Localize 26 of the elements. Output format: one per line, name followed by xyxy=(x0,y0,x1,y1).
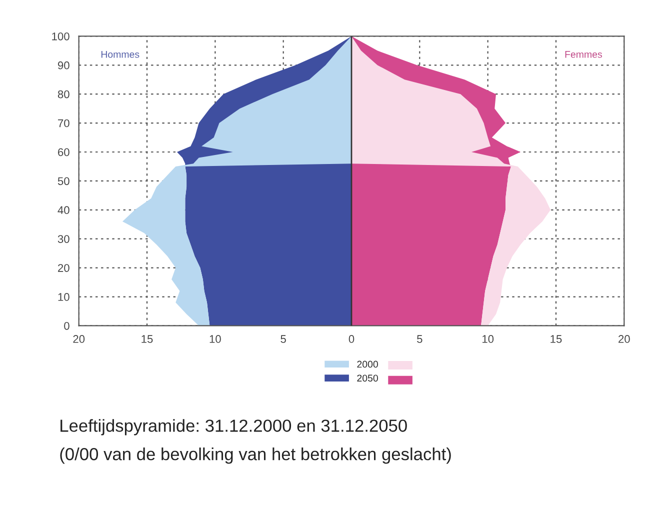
annotation: Femmes xyxy=(565,51,602,58)
y-tick-label: 10 xyxy=(58,293,70,301)
y-tick-label: 100 xyxy=(52,32,70,40)
x-tick-label: 20 xyxy=(73,335,85,343)
legend-label: 2050 xyxy=(357,374,378,382)
x-tick-label: 15 xyxy=(550,335,562,343)
annotation: Hommes xyxy=(101,51,140,58)
x-tick-label: 10 xyxy=(482,335,494,343)
y-tick-label: 20 xyxy=(58,264,70,272)
y-tick-label: 60 xyxy=(58,148,70,156)
x-tick-label: 5 xyxy=(417,335,422,343)
x-tick-label: 20 xyxy=(618,335,630,343)
y-tick-label: 70 xyxy=(58,119,70,128)
y-tick-label: 50 xyxy=(58,177,70,186)
x-tick-label: 0 xyxy=(348,335,354,343)
legend-label: 2000 xyxy=(357,360,378,368)
y-tick-label: 80 xyxy=(58,90,70,98)
y-tick-label: 0 xyxy=(64,322,70,330)
y-tick-label: 30 xyxy=(58,235,70,243)
x-tick-label: 10 xyxy=(210,335,221,343)
y-tick-label: 90 xyxy=(58,61,70,70)
text: (0/00 van de bevolking van het betrokken geslacht) xyxy=(60,448,451,464)
y-tick-label: 40 xyxy=(58,206,70,214)
x-tick-label: 15 xyxy=(142,335,153,343)
x-tick-label: 5 xyxy=(280,335,286,343)
text: Leeftijdspyramide: 31.12.2000 en 31.12.2050 xyxy=(60,419,407,436)
